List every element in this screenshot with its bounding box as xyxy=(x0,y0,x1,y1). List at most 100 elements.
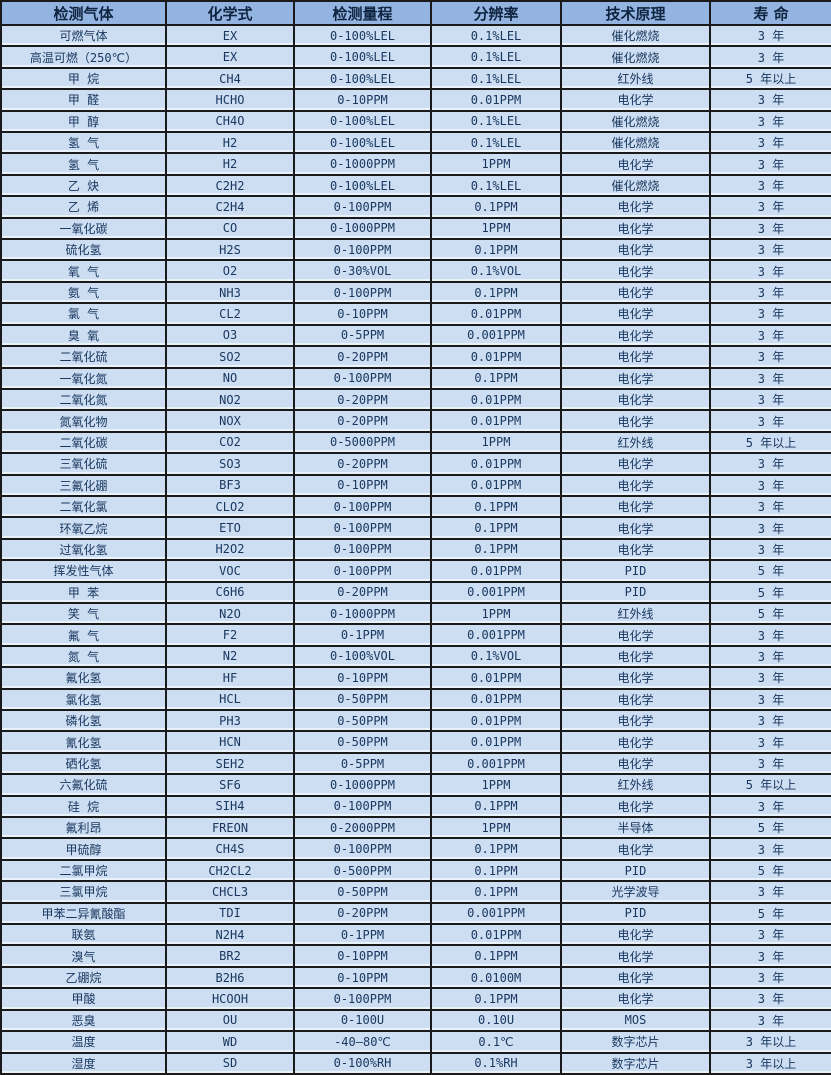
table-row: 硅 烷 SIH4 0-100PPM 0.1PPM 电化学 3 年 xyxy=(0,794,831,819)
cell-gas: 氟利昂 xyxy=(0,816,167,840)
cell-gas: 二氯甲烷 xyxy=(0,858,167,883)
cell-lifespan: 3 年 xyxy=(709,473,831,497)
cell-resolution: 0.01PPM xyxy=(430,345,562,369)
cell-formula: CL2 xyxy=(165,302,295,326)
cell-resolution: 0.01PPM xyxy=(430,559,562,583)
cell-lifespan: 3 年 xyxy=(709,216,831,241)
cell-range: 0-100PPM xyxy=(293,516,432,540)
table-row: 过氧化氢 H2O2 0-100PPM 0.1PPM 电化学 3 年 xyxy=(0,537,831,562)
cell-resolution: 0.01PPM xyxy=(430,409,562,433)
table-body: 可燃气体 EX 0-100%LEL 0.1%LEL 催化燃烧 3 年高温可燃（250℃） E… xyxy=(0,23,831,1075)
cell-resolution: 0.1%VOL xyxy=(430,259,562,283)
col-header-lifespan: 寿 命 xyxy=(709,0,831,26)
cell-principle: 红外线 xyxy=(560,66,711,91)
cell-principle: 红外线 xyxy=(560,601,711,626)
cell-range: 0-100%LEL xyxy=(293,23,432,48)
cell-formula: O2 xyxy=(165,259,295,283)
cell-resolution: 0.1%LEL xyxy=(430,23,562,48)
cell-gas: 高温可燃（250℃） xyxy=(0,45,167,69)
cell-lifespan: 3 年 xyxy=(709,109,831,134)
cell-lifespan: 3 年 xyxy=(709,452,831,476)
cell-principle: 红外线 xyxy=(560,430,711,455)
cell-range: -40—80℃ xyxy=(293,1030,432,1054)
cell-resolution: 0.001PPM xyxy=(430,623,562,647)
cell-resolution: 0.10U xyxy=(430,1008,562,1033)
cell-resolution: 0.001PPM xyxy=(430,323,562,348)
cell-resolution: 0.01PPM xyxy=(430,387,562,412)
cell-lifespan: 5 年 xyxy=(709,858,831,883)
cell-principle: PID xyxy=(560,580,711,604)
cell-formula: CO xyxy=(165,216,295,241)
cell-range: 0-10PPM xyxy=(293,302,432,326)
cell-resolution: 0.1PPM xyxy=(430,195,562,219)
cell-range: 0-1000PPM xyxy=(293,152,432,176)
cell-resolution: 1PPM xyxy=(430,773,562,797)
cell-resolution: 0.1%LEL xyxy=(430,173,562,198)
cell-principle: 催化燃烧 xyxy=(560,23,711,48)
cell-formula: B2H6 xyxy=(165,965,295,990)
cell-formula: BF3 xyxy=(165,473,295,497)
cell-resolution: 0.01PPM xyxy=(430,666,562,690)
cell-range: 0-100PPM xyxy=(293,559,432,583)
table-row: 三氟化硼 BF3 0-10PPM 0.01PPM 电化学 3 年 xyxy=(0,473,831,497)
cell-formula: BR2 xyxy=(165,944,295,968)
cell-principle: 数字芯片 xyxy=(560,1051,711,1075)
cell-formula: HCHO xyxy=(165,88,295,112)
cell-resolution: 0.1PPM xyxy=(430,516,562,540)
cell-resolution: 1PPM xyxy=(430,152,562,176)
cell-resolution: 0.1%LEL xyxy=(430,66,562,91)
cell-range: 0-100PPM xyxy=(293,794,432,819)
cell-formula: ETO xyxy=(165,516,295,540)
cell-principle: 电化学 xyxy=(560,323,711,348)
cell-formula: FREON xyxy=(165,816,295,840)
cell-principle: 半导体 xyxy=(560,816,711,840)
cell-gas: 磷化氢 xyxy=(0,708,167,733)
cell-range: 0-10PPM xyxy=(293,965,432,990)
cell-formula: CLO2 xyxy=(165,494,295,519)
cell-principle: 电化学 xyxy=(560,987,711,1011)
cell-range: 0-1PPM xyxy=(293,623,432,647)
cell-range: 0-1000PPM xyxy=(293,773,432,797)
cell-lifespan: 3 年以上 xyxy=(709,1030,831,1054)
table-row: 乙 烯 C2H4 0-100PPM 0.1PPM 电化学 3 年 xyxy=(0,195,831,219)
cell-gas: 氢 气 xyxy=(0,152,167,176)
cell-range: 0-20PPM xyxy=(293,409,432,433)
cell-principle: 电化学 xyxy=(560,944,711,968)
cell-gas: 乙 炔 xyxy=(0,173,167,198)
cell-resolution: 0.1PPM xyxy=(430,280,562,305)
table-row: 甲 烷 CH4 0-100%LEL 0.1%LEL 红外线 5 年以上 xyxy=(0,66,831,91)
table-row: 甲苯二异氰酸酯 TDI 0-20PPM 0.001PPM PID 5 年 xyxy=(0,901,831,926)
cell-formula: C6H6 xyxy=(165,580,295,604)
cell-resolution: 0.01PPM xyxy=(430,708,562,733)
cell-lifespan: 3 年 xyxy=(709,259,831,283)
cell-lifespan: 3 年 xyxy=(709,302,831,326)
cell-formula: F2 xyxy=(165,623,295,647)
table-row: 联氨 N2H4 0-1PPM 0.01PPM 电化学 3 年 xyxy=(0,923,831,947)
cell-range: 0-100PPM xyxy=(293,537,432,562)
cell-range: 0-100PPM xyxy=(293,366,432,390)
table-row: 臭 氧 O3 0-5PPM 0.001PPM 电化学 3 年 xyxy=(0,323,831,348)
cell-gas: 氯 气 xyxy=(0,302,167,326)
cell-resolution: 0.001PPM xyxy=(430,751,562,776)
cell-principle: 电化学 xyxy=(560,366,711,390)
cell-principle: 电化学 xyxy=(560,88,711,112)
cell-resolution: 0.0100M xyxy=(430,965,562,990)
table-row: 二氧化氯 CLO2 0-100PPM 0.1PPM 电化学 3 年 xyxy=(0,494,831,519)
table-row: 三氧化硫 SO3 0-20PPM 0.01PPM 电化学 3 年 xyxy=(0,452,831,476)
cell-principle: PID xyxy=(560,559,711,583)
cell-formula: N2O xyxy=(165,601,295,626)
cell-principle: 电化学 xyxy=(560,345,711,369)
cell-gas: 三氯甲烷 xyxy=(0,880,167,904)
cell-lifespan: 3 年 xyxy=(709,666,831,690)
cell-lifespan: 5 年 xyxy=(709,901,831,926)
cell-lifespan: 3 年以上 xyxy=(709,1051,831,1075)
cell-principle: 电化学 xyxy=(560,623,711,647)
cell-range: 0-2000PPM xyxy=(293,816,432,840)
table-row: 乙硼烷 B2H6 0-10PPM 0.0100M 电化学 3 年 xyxy=(0,965,831,990)
cell-gas: 甲硫醇 xyxy=(0,837,167,861)
table-row: 甲 苯 C6H6 0-20PPM 0.001PPM PID 5 年 xyxy=(0,580,831,604)
col-header-range: 检测量程 xyxy=(293,0,432,26)
table-row: 氯 气 CL2 0-10PPM 0.01PPM 电化学 3 年 xyxy=(0,302,831,326)
cell-gas: 硒化氢 xyxy=(0,751,167,776)
table-row: 氮氧化物 NOX 0-20PPM 0.01PPM 电化学 3 年 xyxy=(0,409,831,433)
